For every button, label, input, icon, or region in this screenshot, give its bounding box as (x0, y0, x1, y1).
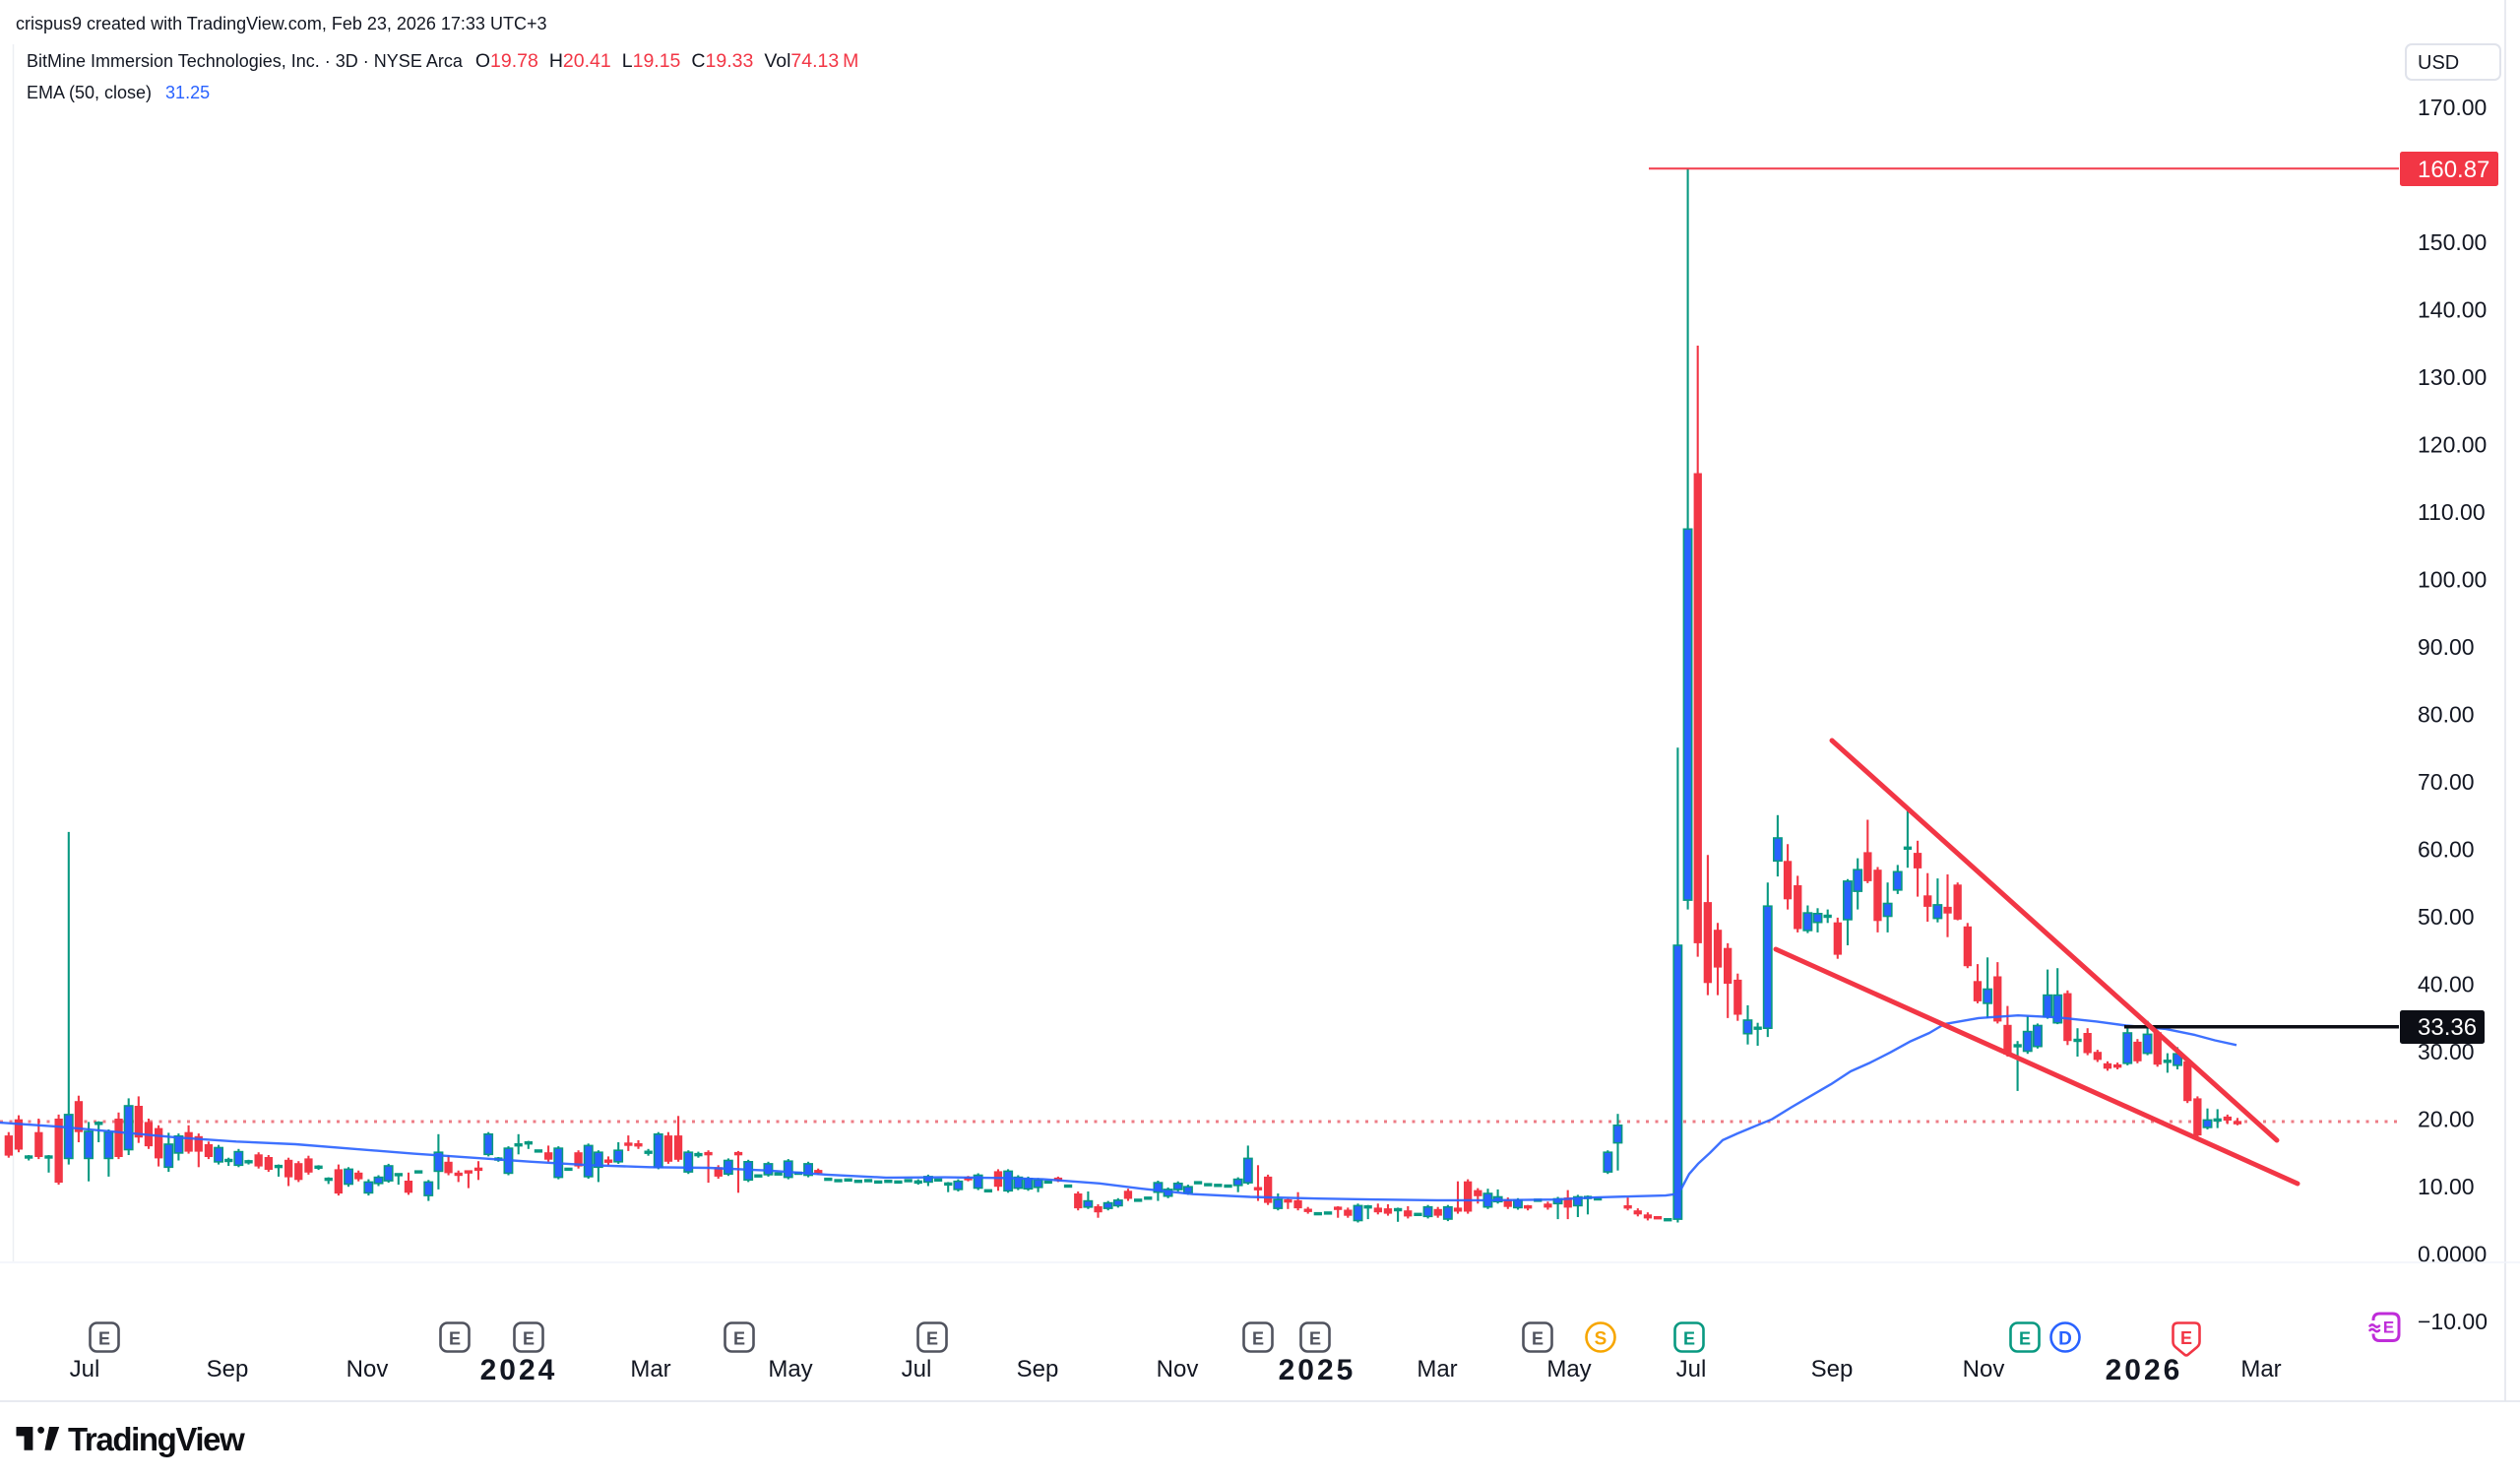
svg-text:May: May (768, 1356, 812, 1383)
svg-text:E: E (2383, 1319, 2394, 1337)
svg-text:E: E (2019, 1329, 2031, 1349)
svg-text:33.36: 33.36 (2418, 1014, 2477, 1041)
svg-text:Nov: Nov (1963, 1356, 2005, 1383)
svg-text:E: E (1532, 1329, 1544, 1349)
svg-text:Jul: Jul (902, 1356, 932, 1383)
svg-text:Mar: Mar (630, 1356, 670, 1383)
svg-text:E: E (2180, 1328, 2192, 1348)
svg-text:140.00: 140.00 (2418, 297, 2487, 323)
svg-text:TradingView: TradingView (68, 1421, 245, 1457)
svg-text:E: E (733, 1329, 745, 1349)
svg-text:10.00: 10.00 (2418, 1174, 2475, 1199)
svg-text:E: E (926, 1329, 938, 1349)
svg-text:20.00: 20.00 (2418, 1107, 2475, 1132)
svg-text:EMA (50, close)31.25: EMA (50, close) 31.25 (27, 83, 210, 102)
svg-text:130.00: 130.00 (2418, 364, 2487, 390)
svg-text:170.00: 170.00 (2418, 95, 2487, 120)
svg-text:80.00: 80.00 (2418, 702, 2475, 728)
svg-text:E: E (523, 1329, 535, 1349)
svg-text:S: S (1595, 1329, 1607, 1350)
svg-text:BitMine Immersion Technologies: BitMine Immersion Technologies, Inc. · 3… (27, 50, 858, 72)
svg-text:90.00: 90.00 (2418, 634, 2475, 660)
svg-text:60.00: 60.00 (2418, 837, 2475, 863)
svg-text:E: E (1309, 1329, 1321, 1349)
svg-text:2026: 2026 (2106, 1354, 2183, 1386)
svg-text:Jul: Jul (1676, 1356, 1707, 1383)
svg-text:May: May (1546, 1356, 1591, 1383)
svg-text:Sep: Sep (1017, 1356, 1059, 1383)
svg-text:E: E (98, 1329, 110, 1349)
svg-text:crispus9 created with TradingV: crispus9 created with TradingView.com, F… (16, 14, 546, 33)
svg-text:E: E (449, 1329, 461, 1349)
svg-text:2025: 2025 (1279, 1354, 1356, 1386)
svg-text:D: D (2058, 1329, 2072, 1350)
svg-text:120.00: 120.00 (2418, 432, 2487, 458)
svg-text:E: E (1252, 1329, 1264, 1349)
svg-text:2024: 2024 (480, 1354, 558, 1386)
svg-text:−10.00: −10.00 (2418, 1309, 2488, 1334)
svg-text:70.00: 70.00 (2418, 769, 2475, 795)
svg-text:100.00: 100.00 (2418, 567, 2487, 593)
svg-text:Sep: Sep (207, 1356, 249, 1383)
svg-text:Mar: Mar (1417, 1356, 1457, 1383)
svg-text:150.00: 150.00 (2418, 229, 2487, 255)
svg-text:40.00: 40.00 (2418, 972, 2475, 997)
svg-text:E: E (1683, 1329, 1695, 1349)
svg-text:110.00: 110.00 (2418, 499, 2486, 525)
svg-text:Sep: Sep (1811, 1356, 1854, 1383)
svg-text:Jul: Jul (70, 1356, 100, 1383)
svg-text:Mar: Mar (2240, 1356, 2281, 1383)
svg-text:160.87: 160.87 (2418, 157, 2489, 183)
svg-text:50.00: 50.00 (2418, 904, 2475, 930)
svg-text:Nov: Nov (1157, 1356, 1199, 1383)
svg-text:Nov: Nov (346, 1356, 389, 1383)
svg-text:USD: USD (2418, 52, 2459, 74)
